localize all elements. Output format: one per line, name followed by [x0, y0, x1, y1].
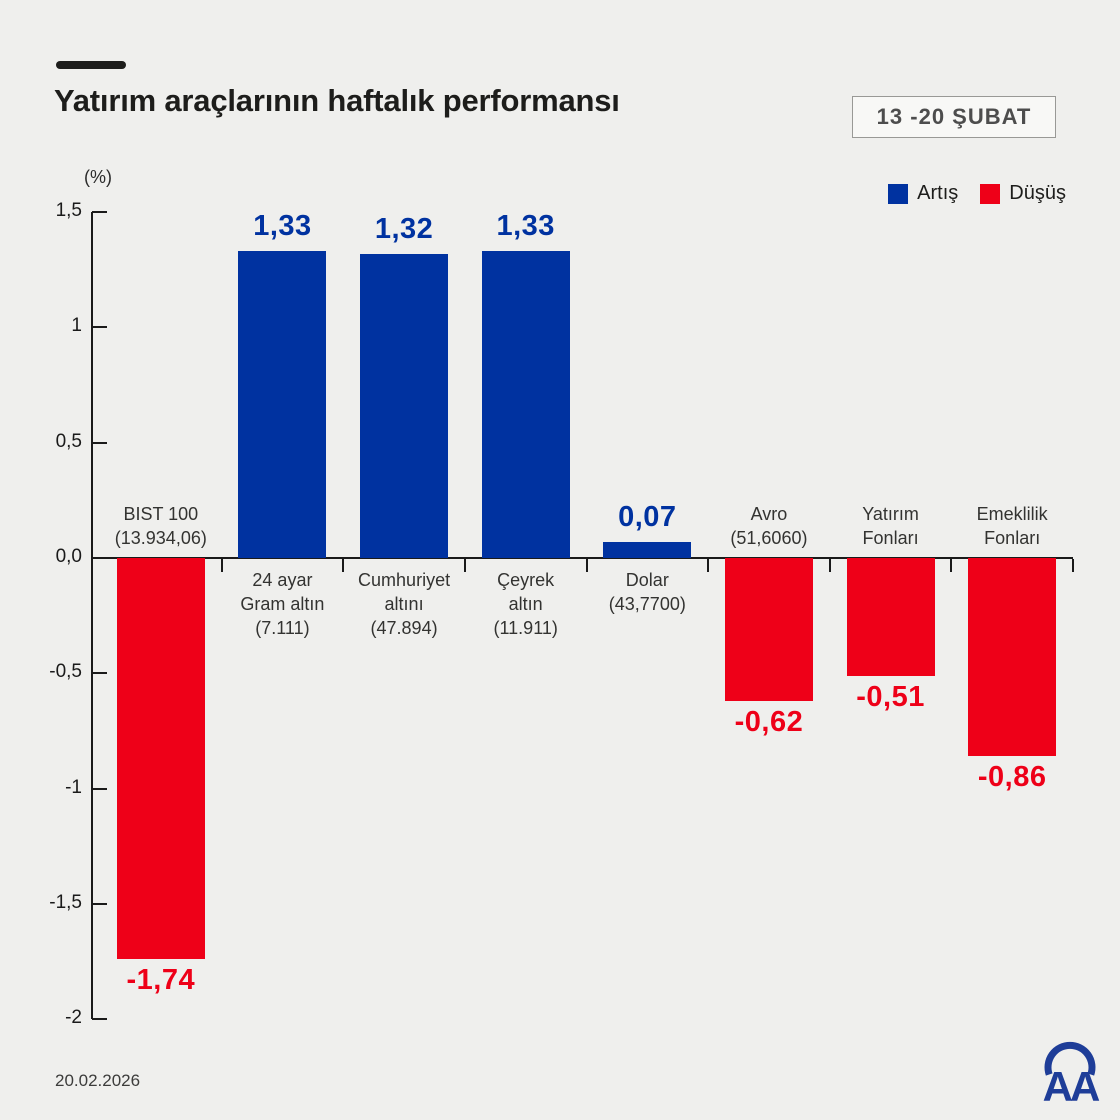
category-label: Avro (51,6060): [703, 502, 835, 550]
category-label-line: Fonları: [862, 528, 919, 548]
category-label: Çeyrek altın (11.911): [460, 568, 592, 640]
aa-logo: AA: [1043, 1041, 1103, 1108]
category-label: BIST 100 (13.934,06): [95, 502, 227, 550]
x-axis-line: [91, 557, 1073, 559]
y-tick-mark: [92, 1018, 107, 1021]
legend-decrease-label: Düşüş: [1009, 182, 1066, 204]
category-label-line: Dolar: [625, 570, 669, 590]
x-boundary-tick: [950, 559, 953, 572]
y-tick-label: -2: [65, 1007, 82, 1029]
x-boundary-tick: [707, 559, 710, 572]
value-label: -0,51: [856, 680, 925, 713]
bar-positive: [360, 253, 449, 558]
category-label-line: Yatırım: [862, 504, 919, 524]
x-boundary-tick: [585, 559, 588, 572]
value-label: -1,74: [126, 964, 196, 997]
category-label-line: Cumhuriyet: [358, 570, 451, 590]
y-axis-unit-label: (%): [84, 167, 112, 187]
category-label-line: (13.934,06): [114, 528, 207, 548]
y-tick-label: 0,5: [55, 430, 82, 452]
category-label-line: (11.911): [493, 618, 558, 638]
category-label-line: Emeklilik: [976, 504, 1048, 524]
category-label: 24 ayar Gram altın (7.111): [217, 568, 349, 640]
x-boundary-tick: [220, 559, 223, 572]
value-label: 0,07: [618, 500, 677, 533]
page-title: Yatırım araçlarının haftalık performansı: [54, 83, 620, 118]
title-accent-bar: [56, 61, 126, 69]
x-boundary-tick: [342, 559, 345, 572]
category-label-line: (7.111): [255, 618, 310, 638]
y-tick-mark: [92, 441, 107, 444]
value-label: 1,33: [253, 210, 312, 243]
category-label-line: 24 ayar: [252, 570, 313, 590]
value-label: 1,33: [496, 210, 555, 243]
bar-negative: [968, 558, 1057, 757]
bar-negative: [724, 558, 813, 701]
y-tick-label: 1,5: [55, 199, 82, 221]
legend: Artış Düşüş: [888, 182, 1066, 205]
x-boundary-tick: [828, 559, 831, 572]
bar-negative: [116, 558, 205, 960]
bar-positive: [238, 251, 327, 558]
y-tick-label: 0,0: [55, 546, 82, 567]
bar-positive: [481, 251, 570, 558]
y-tick-mark: [92, 326, 107, 329]
y-tick-label: -0,5: [49, 661, 82, 683]
category-label-line: Çeyrek: [497, 570, 555, 590]
x-boundary-tick: [463, 559, 466, 572]
category-label: Emeklilik Fonları: [946, 502, 1078, 550]
category-label-line: BIST 100: [123, 504, 199, 524]
category-label: Dolar (43,7700): [582, 568, 714, 616]
aa-logo-arc: [1044, 1041, 1096, 1076]
y-tick-mark: [92, 903, 107, 905]
category-label-line: Fonları: [984, 528, 1041, 548]
bar-positive: [603, 541, 692, 558]
aa-logo-letters: AA: [1043, 1063, 1100, 1108]
legend-decrease-swatch: [980, 183, 1001, 204]
category-label-line: Avro: [750, 504, 788, 524]
legend-increase-label: Artış: [917, 182, 959, 204]
category-label-line: (47.894): [370, 618, 438, 638]
x-boundary-tick: [1072, 559, 1074, 572]
category-label-line: (43,7700): [608, 594, 686, 614]
value-label: -0,62: [734, 706, 804, 738]
value-label: 1,32: [374, 212, 434, 245]
category-label: Cumhuriyet altını (47.894): [338, 568, 470, 640]
category-label-line: altın: [508, 594, 543, 614]
y-tick-label: -1,5: [49, 892, 82, 913]
y-tick-mark: [92, 672, 107, 675]
category-label-line: altını: [384, 594, 424, 614]
y-axis-line: [91, 211, 93, 1020]
y-tick-mark: [92, 787, 107, 790]
category-label: Yatırım Fonları: [825, 502, 957, 550]
footer-date: 20.02.2026: [55, 1071, 141, 1090]
y-tick-label: 1: [71, 315, 82, 337]
y-tick-label: -1: [65, 776, 82, 798]
value-label: -0,86: [977, 761, 1047, 794]
category-label-line: (51,6060): [730, 528, 808, 548]
legend-increase-swatch: [888, 183, 909, 204]
bar-negative: [846, 558, 935, 676]
category-label-line: Gram altın: [240, 594, 325, 614]
y-tick-mark: [92, 210, 107, 213]
date-badge: 13 -20 ŞUBAT: [852, 96, 1056, 138]
